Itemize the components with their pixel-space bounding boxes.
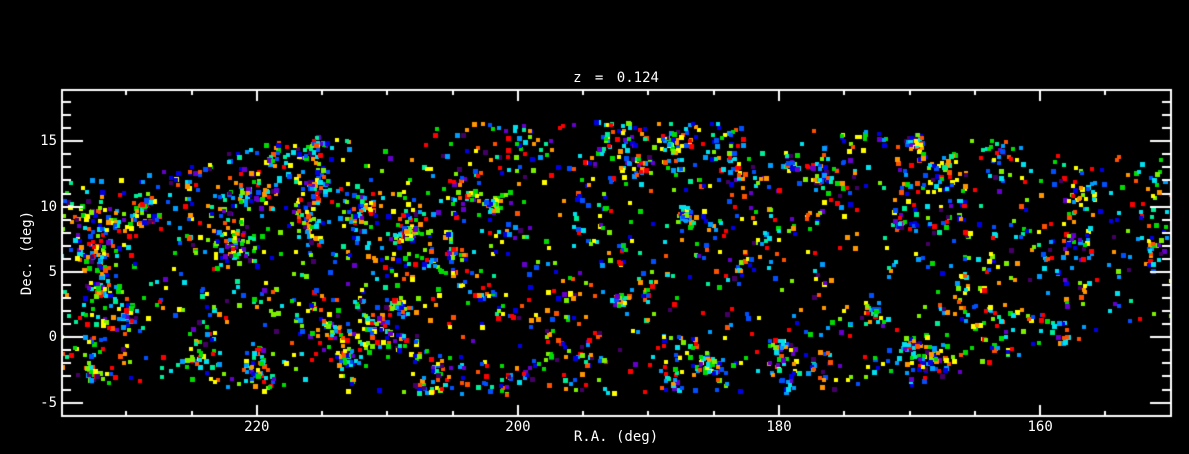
y-tick-label: 15 xyxy=(40,133,57,150)
y-tick-label: 10 xyxy=(40,198,57,215)
x-tick-label: 220 xyxy=(244,419,270,435)
x-tick-label: 160 xyxy=(1027,419,1053,435)
x-tick-label: 200 xyxy=(505,419,531,435)
plot-title: z = 0.124 xyxy=(573,70,659,86)
y-tick-label: 5 xyxy=(48,263,57,280)
y-tick-label: 0 xyxy=(48,329,57,346)
y-axis-label: Dec. (deg) xyxy=(19,210,35,296)
x-tick-label: 180 xyxy=(766,419,792,435)
x-axis-label: R.A. (deg) xyxy=(573,429,659,445)
y-tick-label: -5 xyxy=(40,394,57,411)
